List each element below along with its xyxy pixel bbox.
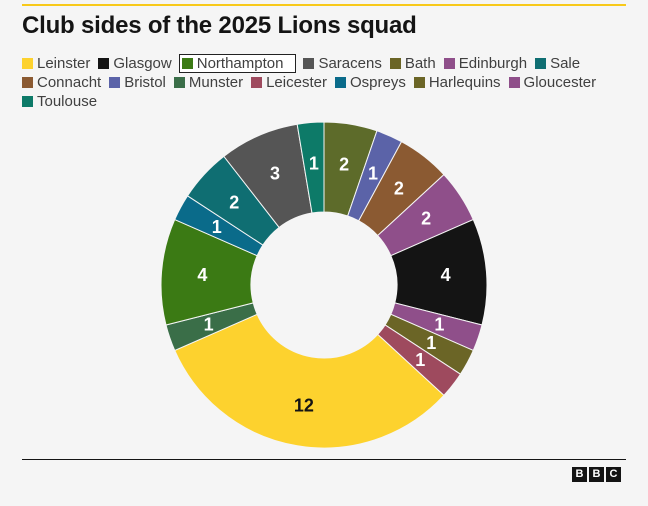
slice-value-label: 1 bbox=[212, 217, 222, 237]
legend-label: Munster bbox=[188, 74, 244, 91]
legend-swatch bbox=[251, 77, 263, 88]
logo-letter: B bbox=[572, 467, 587, 482]
legend-item-bath[interactable]: Bath bbox=[389, 54, 436, 73]
slice-value-label: 1 bbox=[204, 315, 214, 335]
legend-swatch bbox=[303, 58, 315, 69]
legend-item-northampton[interactable]: Northampton bbox=[178, 54, 297, 73]
legend-label: Sale bbox=[550, 55, 581, 72]
legend-swatch bbox=[109, 77, 121, 88]
legend-label: Northampton bbox=[196, 55, 284, 72]
legend-label: Saracens bbox=[318, 55, 382, 72]
bbc-logo: B B C bbox=[572, 467, 621, 482]
legend-item-bristol[interactable]: Bristol bbox=[109, 73, 166, 92]
legend-label: Bath bbox=[404, 55, 436, 72]
legend-item-leicester[interactable]: Leicester bbox=[251, 73, 327, 92]
slice-value-label: 1 bbox=[415, 350, 425, 370]
legend-item-edinburgh[interactable]: Edinburgh bbox=[443, 54, 528, 73]
legend-swatch bbox=[22, 58, 33, 69]
legend-label: Toulouse bbox=[37, 93, 98, 110]
slice-value-label: 1 bbox=[434, 315, 444, 335]
logo-letter: C bbox=[606, 467, 621, 482]
legend-item-leinster[interactable]: Leinster bbox=[22, 54, 90, 73]
slice-value-label: 3 bbox=[270, 163, 280, 183]
legend-swatch bbox=[389, 58, 401, 69]
legend-swatch bbox=[443, 58, 455, 69]
legend-item-saracens[interactable]: Saracens bbox=[303, 54, 382, 73]
chart-legend: Leinster Glasgow Northampton Saracens Bath Ed… bbox=[22, 54, 632, 111]
logo-letter: B bbox=[589, 467, 604, 482]
slice-toulouse[interactable] bbox=[296, 121, 325, 214]
legend-label: Edinburgh bbox=[458, 55, 528, 72]
slice-value-label: 1 bbox=[368, 163, 378, 183]
legend-swatch bbox=[508, 77, 520, 88]
legend-swatch bbox=[413, 77, 425, 88]
legend-label: Glasgow bbox=[113, 55, 172, 72]
legend-swatch bbox=[181, 58, 193, 69]
legend-item-munster[interactable]: Munster bbox=[173, 73, 244, 92]
legend-label: Leicester bbox=[266, 74, 327, 91]
legend-item-gloucester[interactable]: Gloucester bbox=[508, 73, 597, 92]
slice-value-label: 2 bbox=[229, 192, 239, 212]
legend-swatch bbox=[22, 77, 33, 88]
slice-value-label: 4 bbox=[441, 265, 451, 285]
legend-label: Ospreys bbox=[349, 74, 406, 91]
chart-title: Club sides of the 2025 Lions squad bbox=[22, 12, 417, 39]
legend-item-ospreys[interactable]: Ospreys bbox=[334, 73, 406, 92]
legend-label: Connacht bbox=[37, 74, 102, 91]
slice-value-label: 2 bbox=[394, 179, 404, 199]
legend-swatch bbox=[173, 77, 185, 88]
legend-item-sale[interactable]: Sale bbox=[535, 54, 580, 73]
legend-swatch bbox=[334, 77, 346, 88]
legend-item-glasgow[interactable]: Glasgow bbox=[98, 54, 172, 73]
legend-label: Gloucester bbox=[523, 74, 597, 91]
slice-value-label: 1 bbox=[426, 333, 436, 353]
legend-swatch bbox=[22, 96, 33, 107]
legend-item-connacht[interactable]: Connacht bbox=[22, 73, 101, 92]
legend-item-harlequins[interactable]: Harlequins bbox=[413, 73, 501, 92]
legend-swatch bbox=[535, 58, 547, 69]
legend-label: Bristol bbox=[124, 74, 166, 91]
slice-value-label: 4 bbox=[197, 265, 207, 285]
bottom-rule bbox=[22, 459, 626, 460]
slice-value-label: 12 bbox=[294, 395, 314, 415]
top-accent-rule bbox=[22, 4, 626, 6]
slice-value-label: 2 bbox=[339, 155, 349, 175]
slice-leinster[interactable] bbox=[174, 313, 445, 449]
slice-value-label: 1 bbox=[309, 153, 319, 173]
legend-label: Harlequins bbox=[428, 74, 501, 91]
slice-value-label: 2 bbox=[421, 208, 431, 228]
legend-item-toulouse[interactable]: Toulouse bbox=[22, 92, 97, 111]
legend-swatch bbox=[98, 58, 110, 69]
legend-label: Leinster bbox=[37, 55, 91, 72]
